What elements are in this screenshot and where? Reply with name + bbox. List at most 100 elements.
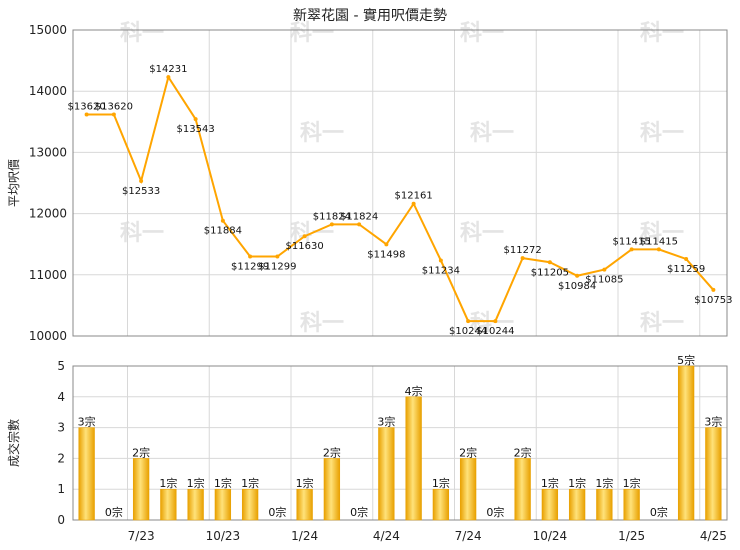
price-point <box>248 254 253 259</box>
y-axis-label: 成交宗數 <box>6 419 21 467</box>
price-data-label: $10753 <box>694 295 732 306</box>
watermark-text: 科一 <box>300 121 344 146</box>
bar-data-label: 1宗 <box>623 476 641 490</box>
volume-plot-frame <box>72 365 728 521</box>
bar-data-label: 0宗 <box>105 505 123 519</box>
watermark-text: 科一 <box>640 221 684 246</box>
price-point <box>329 222 334 227</box>
bar-data-label: 0宗 <box>350 505 368 519</box>
bar-data-label: 0宗 <box>486 505 504 519</box>
volume-bar <box>241 488 259 521</box>
y-tick-label: 15000 <box>29 23 67 37</box>
price-point <box>357 222 362 227</box>
price-point <box>711 287 716 292</box>
watermark-text: 科一 <box>640 121 684 146</box>
volume-bar <box>514 458 531 521</box>
price-point <box>302 234 307 239</box>
volume-bar <box>432 488 450 521</box>
price-point <box>139 178 144 183</box>
y-tick-label: 5 <box>57 359 65 373</box>
bar-data-label: 1宗 <box>568 476 586 490</box>
price-data-label: $11272 <box>504 245 542 256</box>
price-data-label: $11299 <box>258 262 296 273</box>
price-data-label: $11498 <box>367 249 405 260</box>
volume-bar <box>187 488 204 521</box>
volume-bar <box>132 458 150 521</box>
price-point <box>493 319 498 324</box>
y-tick-label: 3 <box>57 421 65 435</box>
bar-data-label: 2宗 <box>323 445 341 459</box>
bar-data-label: 1宗 <box>296 476 314 490</box>
price-data-label: $11259 <box>667 264 705 275</box>
watermark-text: 科一 <box>460 221 504 246</box>
watermark-text: 科一 <box>640 21 684 46</box>
x-tick-label: 1/24 <box>291 529 318 543</box>
price-point <box>384 242 389 247</box>
price-data-label: $10244 <box>449 326 487 337</box>
volume-bar <box>405 396 422 521</box>
price-data-label: $12533 <box>122 186 160 197</box>
volume-bar <box>323 458 341 521</box>
y-tick-label: 13000 <box>29 145 67 159</box>
volume-bar <box>677 365 695 521</box>
bar-data-label: 1宗 <box>214 476 232 490</box>
price-data-label: $11630 <box>286 241 324 252</box>
bar-data-label: 5宗 <box>677 353 695 367</box>
price-point <box>466 319 471 324</box>
bar-data-label: 1宗 <box>187 476 205 490</box>
x-tick-label: 7/24 <box>455 529 482 543</box>
price-point <box>166 75 171 80</box>
volume-bar <box>160 488 177 521</box>
price-data-label: $11234 <box>422 265 460 276</box>
price-data-label: $11205 <box>531 267 569 278</box>
watermark-text: 科一 <box>120 21 164 46</box>
price-data-label: $10244 <box>476 326 514 337</box>
bar-data-label: 4宗 <box>405 384 423 398</box>
volume-bar <box>705 427 722 521</box>
bar-data-label: 1宗 <box>159 476 177 490</box>
price-point <box>111 112 116 117</box>
watermark-text: 科一 <box>640 311 684 336</box>
price-data-label: $10984 <box>558 281 596 292</box>
volume-bar <box>378 427 395 521</box>
y-tick-label: 11000 <box>29 268 67 282</box>
price-data-label: $11824 <box>313 211 351 222</box>
price-plot-frame <box>72 29 728 337</box>
watermark-text: 科一 <box>470 311 514 336</box>
volume-bar <box>459 458 477 521</box>
y-axis-label: 平均呎價 <box>7 159 21 207</box>
price-data-label: $11085 <box>585 275 623 286</box>
watermark-text: 科一 <box>290 21 334 46</box>
price-data-label: $13620 <box>95 101 133 112</box>
price-data-label: $11299 <box>231 262 269 273</box>
y-tick-label: 10000 <box>29 329 67 343</box>
price-point <box>520 256 525 261</box>
watermark-text: 科一 <box>300 311 344 336</box>
y-tick-label: 12000 <box>29 207 67 221</box>
price-point <box>84 112 89 117</box>
price-point <box>220 218 225 223</box>
x-tick-label: 10/23 <box>206 529 241 543</box>
price-point <box>275 254 280 259</box>
x-tick-label: 10/24 <box>533 529 568 543</box>
bar-data-label: 1宗 <box>541 476 559 490</box>
bar-data-label: 1宗 <box>241 476 259 490</box>
price-point <box>575 273 580 278</box>
x-tick-label: 4/24 <box>373 529 400 543</box>
price-point <box>438 258 443 263</box>
price-point <box>411 201 416 206</box>
price-data-label: $12161 <box>395 191 433 202</box>
price-data-label: $13543 <box>177 124 215 135</box>
x-tick-label: 7/23 <box>128 529 155 543</box>
price-data-label: $11884 <box>204 226 242 237</box>
y-tick-label: 14000 <box>29 84 67 98</box>
volume-bar <box>296 488 313 521</box>
volume-bar <box>541 488 559 521</box>
price-point <box>602 267 607 272</box>
price-point <box>547 260 552 265</box>
volume-bar <box>78 427 95 521</box>
x-tick-label: 4/25 <box>700 529 727 543</box>
price-data-label: $14231 <box>149 64 187 75</box>
bar-data-label: 3宗 <box>78 415 96 429</box>
